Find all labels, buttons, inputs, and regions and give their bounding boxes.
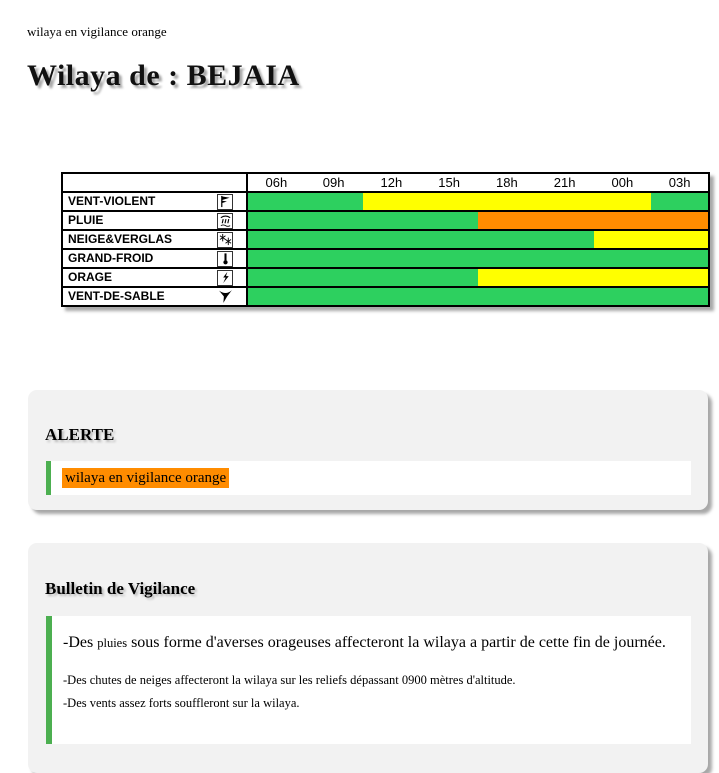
vigilance-segment-green — [247, 248, 709, 268]
alert-heading: ALERTE — [45, 425, 115, 444]
hazard-label: NEIGE&VERGLAS — [62, 229, 204, 249]
hazard-label: PLUIE — [62, 210, 204, 230]
vigilance-segment-yellow — [478, 267, 709, 287]
bulletin-heading: Bulletin de Vigilance — [45, 579, 196, 598]
bulletin-text: -Des vents assez forts souffleront sur l… — [63, 696, 300, 710]
bulletin-line: -Des vents assez forts souffleront sur l… — [63, 694, 679, 712]
bulletin-text: -Des — [63, 634, 98, 651]
hazard-icon-cell — [204, 286, 248, 306]
hazard-label: GRAND-FROID — [62, 248, 204, 268]
vigilance-segment-green — [247, 229, 594, 249]
hazard-row: NEIGE&VERGLAS — [62, 229, 709, 249]
rain-icon — [217, 213, 233, 229]
time-header-18h: 18h — [496, 175, 518, 190]
time-header-09h: 09h — [322, 175, 345, 190]
hazard-icon-cell — [204, 210, 248, 230]
vigilance-segment-green — [247, 286, 709, 306]
time-header-21h: 21h — [553, 175, 576, 190]
vigilance-segment-green — [247, 267, 478, 287]
vigilance-segment-orange — [478, 210, 709, 230]
tornado-icon — [217, 289, 233, 305]
hazard-row: VENT-DE-SABLE — [62, 286, 709, 306]
vigilance-segment-green — [651, 191, 709, 211]
bulletin-text: sous forme d'averses orageuses affectero… — [127, 634, 666, 651]
time-header-00h: 00h — [611, 175, 634, 190]
bulletin-section: Bulletin de Vigilance -Des pluies sous f… — [28, 543, 708, 773]
vigilance-segment-green — [247, 191, 363, 211]
hazard-row: PLUIE — [62, 210, 709, 230]
hazard-row: VENT-VIOLENT — [62, 191, 709, 211]
bulletin-line: -Des pluies sous forme d'averses orageus… — [63, 634, 679, 652]
thermometer-icon — [217, 251, 233, 267]
alert-message-box: wilaya en vigilance orange — [46, 461, 691, 495]
hazard-icon-cell — [204, 229, 248, 249]
hazard-icon-cell — [204, 191, 248, 211]
time-header-03h: 03h — [668, 175, 691, 190]
wind-flag-icon — [217, 194, 233, 210]
hazard-icon-cell — [204, 248, 248, 268]
lightning-icon — [217, 270, 233, 286]
time-header-15h: 15h — [438, 175, 460, 190]
hazard-icon-cell — [204, 267, 248, 287]
alert-section: ALERTE wilaya en vigilance orange — [28, 390, 708, 510]
hazard-label: VENT-DE-SABLE — [62, 286, 204, 306]
vigilance-segment-yellow — [593, 229, 709, 249]
hazard-row: ORAGE — [62, 267, 709, 287]
hazard-row: GRAND-FROID — [62, 248, 709, 268]
vigilance-segment-green — [247, 210, 478, 230]
bulletin-text: -Des chutes de neiges affecteront la wil… — [63, 673, 516, 687]
bulletin-line: -Des chutes de neiges affecteront la wil… — [63, 671, 679, 689]
hazard-label: ORAGE — [62, 267, 204, 287]
alert-message: wilaya en vigilance orange — [62, 468, 230, 488]
bulletin-text: pluies — [97, 636, 128, 650]
vigilance-status-note: wilaya en vigilance orange — [27, 24, 167, 39]
vigilance-segment-yellow — [362, 191, 652, 211]
time-header-06h: 06h — [265, 175, 288, 190]
table-corner-cell — [62, 173, 248, 192]
table-header-row: 06h 09h 12h 15h 18h 21h 00h 03h — [62, 173, 709, 192]
hazard-label: VENT-VIOLENT — [62, 191, 204, 211]
time-header-12h: 12h — [380, 175, 403, 190]
snowflake-icon — [217, 232, 233, 248]
bulletin-text-box: -Des pluies sous forme d'averses orageus… — [46, 616, 691, 744]
vigilance-timeline-table: 06h 09h 12h 15h 18h 21h 00h 03h VENT-VIOLENT PLUI… — [61, 172, 710, 307]
page-title: Wilaya de : BEJAIA — [27, 59, 300, 92]
